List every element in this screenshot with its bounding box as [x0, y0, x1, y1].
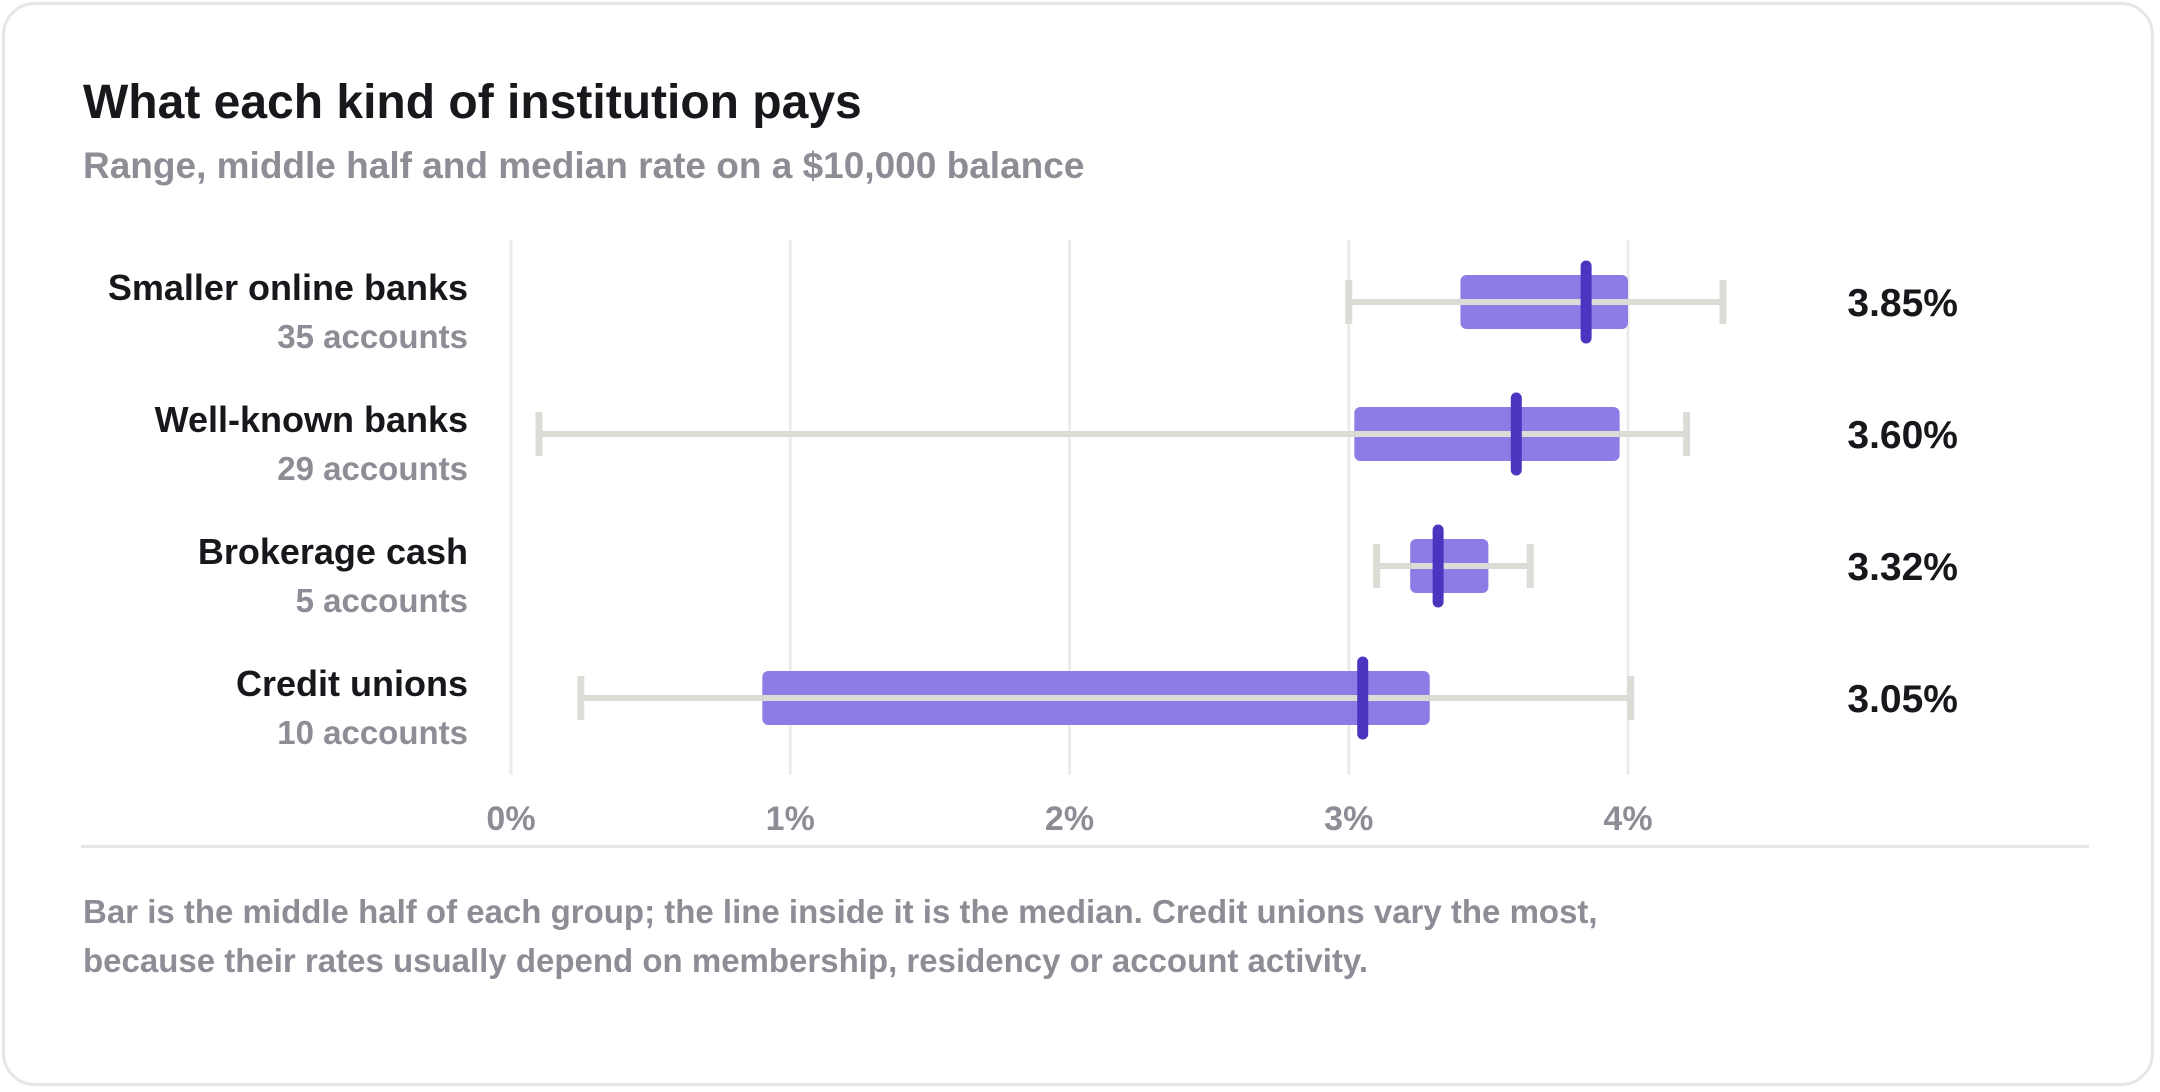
category-count: 29 accounts: [277, 450, 468, 487]
chart-footnote: Bar is the middle half of each group; th…: [83, 887, 1883, 985]
median-value-label: 3.85%: [1847, 282, 1958, 325]
category-count: 35 accounts: [277, 318, 468, 355]
category-label: Credit unions: [236, 663, 468, 704]
chart-subtitle: Range, middle half and median rate on a …: [83, 145, 1085, 186]
median-value-label: 3.32%: [1847, 546, 1958, 589]
category-label: Smaller online banks: [108, 267, 468, 308]
x-tick-label: 3%: [1324, 800, 1373, 838]
category-label: Brokerage cash: [198, 531, 468, 572]
x-tick-label: 4%: [1603, 800, 1652, 838]
footnote-line-1: Bar is the middle half of each group; th…: [83, 893, 1598, 930]
category-count: 10 accounts: [277, 714, 468, 751]
x-tick-label: 0%: [486, 800, 535, 838]
footnote-line-2: because their rates usually depend on me…: [83, 942, 1368, 979]
footer-divider: [81, 845, 2089, 848]
x-tick-label: 2%: [1045, 800, 1094, 838]
x-tick-label: 1%: [766, 800, 815, 838]
chart-title: What each kind of institution pays: [83, 76, 862, 129]
median-value-label: 3.05%: [1847, 678, 1958, 721]
category-count: 5 accounts: [296, 582, 468, 619]
category-label: Well-known banks: [155, 399, 468, 440]
median-value-label: 3.60%: [1847, 414, 1958, 457]
